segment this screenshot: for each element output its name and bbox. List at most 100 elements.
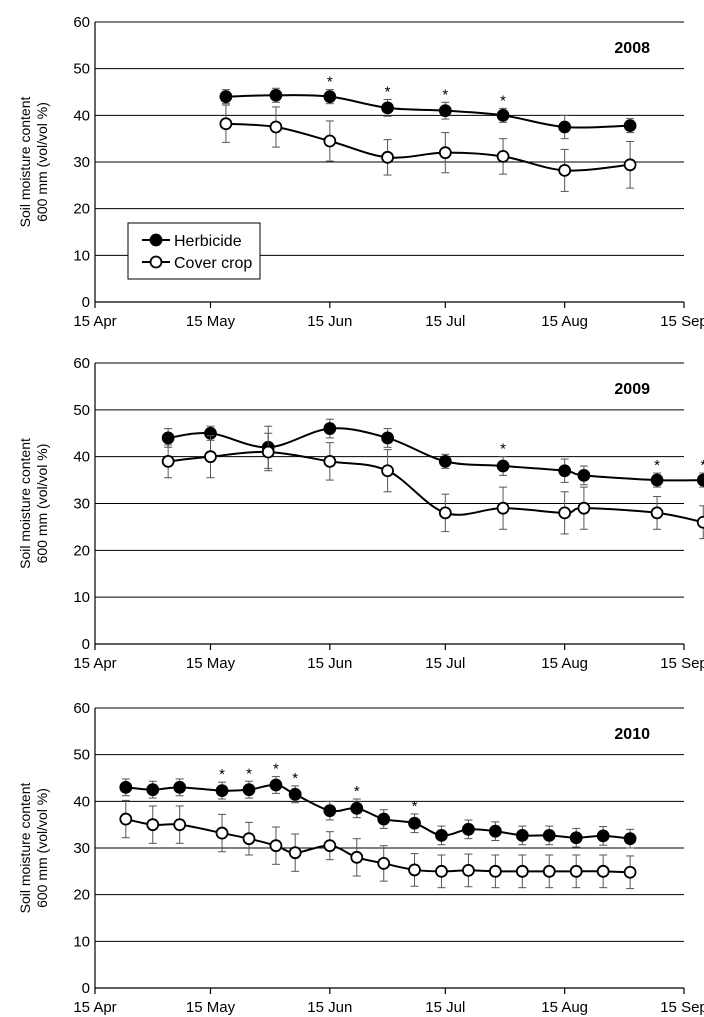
data-point (381, 464, 394, 478)
y-axis-label: Soil moisture content600 mm (vol/vol %) (17, 97, 50, 228)
y-tick-label: 0 (82, 636, 90, 653)
data-point (623, 158, 637, 172)
data-point (438, 146, 452, 160)
x-tick-label: 15 May (186, 655, 236, 672)
data-point (558, 163, 572, 177)
data-point (488, 864, 502, 878)
data-point (173, 780, 187, 794)
data-point (350, 850, 364, 864)
legend-marker (149, 255, 163, 269)
data-point (438, 454, 452, 468)
y-tick-label: 40 (73, 449, 90, 466)
significance-marker: * (385, 83, 391, 100)
x-tick-label: 15 Jul (425, 999, 465, 1016)
data-point (462, 864, 475, 877)
x-tick-label: 15 Sep (660, 313, 704, 330)
data-point (696, 515, 704, 529)
data-point (650, 473, 664, 487)
data-point (323, 839, 337, 853)
data-point (119, 780, 133, 794)
significance-marker: * (327, 74, 333, 91)
data-point (623, 832, 637, 846)
x-tick-label: 15 May (186, 999, 236, 1016)
data-point (350, 801, 364, 815)
data-point (558, 120, 572, 134)
y-tick-label: 10 (73, 247, 90, 264)
y-axis-label: Soil moisture content600 mm (vol/vol %) (17, 438, 50, 569)
data-point (650, 506, 664, 520)
data-point (438, 104, 452, 118)
significance-marker: * (412, 798, 418, 815)
chart-panel-2009: 0 10 20 30 40 50 60 15 Apr 15 May 15 Jun 15 Jul 15 … (17, 355, 704, 672)
data-point (161, 431, 175, 445)
series-herbicide (219, 87, 637, 140)
data-point (269, 778, 283, 792)
x-tick-label: 15 Sep (660, 999, 704, 1016)
panel-title: 2009 (614, 381, 650, 398)
data-point (119, 812, 133, 826)
significance-marker: * (292, 770, 298, 787)
y-axis-label: Soil moisture content600 mm (vol/vol %) (17, 783, 50, 914)
data-point (323, 90, 337, 104)
data-point (261, 445, 275, 459)
data-point (515, 864, 529, 878)
data-point (219, 90, 233, 104)
significance-marker: * (500, 441, 506, 458)
series-herbicide (161, 418, 704, 488)
x-tick-label: 15 Apr (73, 655, 116, 672)
data-point (569, 864, 583, 878)
y-tick-label: 0 (82, 980, 90, 997)
data-point (596, 864, 610, 878)
y-tick-label: 40 (73, 793, 90, 810)
y-tick-label: 50 (73, 61, 90, 78)
data-point (577, 468, 591, 482)
data-point (173, 818, 187, 832)
significance-marker: * (354, 783, 360, 800)
data-point (161, 454, 175, 468)
data-point (496, 459, 510, 473)
x-tick-label: 15 May (186, 313, 236, 330)
series-line (168, 427, 704, 482)
data-point (462, 822, 475, 836)
x-tick-label: 15 Jun (307, 655, 352, 672)
x-tick-label: 15 Jun (307, 999, 352, 1016)
x-tick-label: 15 Aug (541, 655, 588, 672)
y-tick-label: 20 (73, 542, 90, 559)
data-point (215, 784, 229, 797)
y-tick-label: 20 (73, 201, 90, 218)
significance-marker: * (442, 86, 448, 103)
series-herbicide (119, 776, 637, 849)
data-point (623, 865, 637, 879)
data-point (596, 829, 610, 843)
y-tick-label: 50 (73, 747, 90, 764)
x-tick-label: 15 Jun (307, 313, 352, 330)
data-point (377, 812, 391, 826)
data-point (569, 831, 583, 845)
data-point (323, 804, 337, 818)
data-point (408, 863, 421, 877)
legend-box (127, 222, 261, 280)
panel-title: 2010 (614, 726, 650, 743)
significance-marker: * (246, 765, 252, 782)
data-point (496, 108, 510, 122)
y-tick-label: 30 (73, 496, 90, 513)
data-point (269, 839, 283, 853)
data-point (696, 473, 704, 487)
data-point (558, 506, 572, 520)
data-point (435, 864, 448, 878)
data-point (438, 506, 452, 520)
significance-marker: * (654, 457, 660, 474)
data-point (558, 464, 572, 478)
y-tick-label: 50 (73, 402, 90, 419)
significance-marker: * (500, 92, 506, 109)
data-point (381, 101, 394, 115)
data-point (381, 431, 394, 445)
y-tick-label: 40 (73, 107, 90, 124)
y-tick-label: 10 (73, 933, 90, 950)
x-tick-label: 15 Aug (541, 999, 588, 1016)
series-cover-crop (119, 799, 637, 890)
x-tick-label: 15 Apr (73, 313, 116, 330)
x-tick-label: 15 Apr (73, 999, 116, 1016)
x-tick-label: 15 Jul (425, 313, 465, 330)
x-tick-label: 15 Sep (660, 655, 704, 672)
